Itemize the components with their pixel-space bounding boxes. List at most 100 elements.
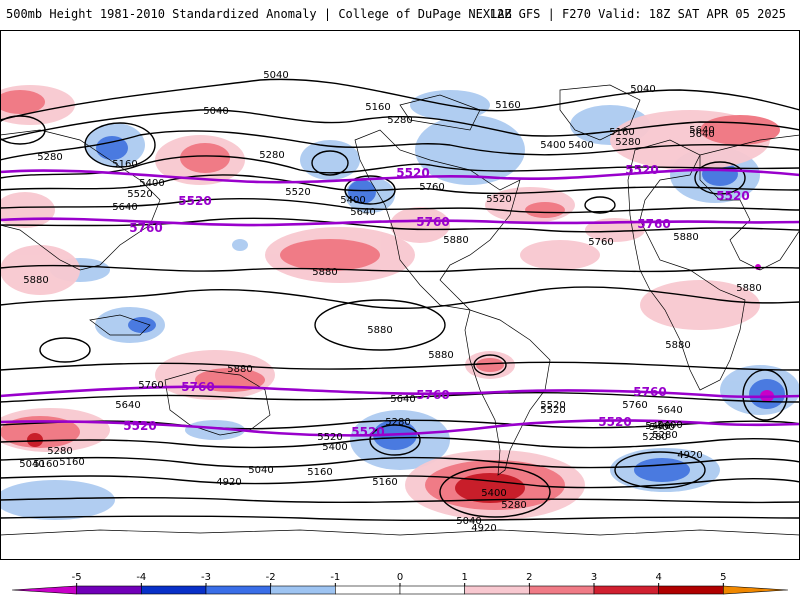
colorbar-bin [11, 585, 77, 595]
contour-label: 5160 [365, 102, 390, 113]
contour-label: 5640 [350, 207, 375, 218]
contour-label: 5640 [657, 405, 682, 416]
contour-label: 5280 [652, 430, 677, 441]
highlight-contours [0, 168, 800, 437]
contour-label: 5040 [19, 459, 44, 470]
contour-label: 5880 [673, 232, 698, 243]
colorbar-bin [593, 585, 659, 595]
contour-label: 5520 [317, 432, 342, 443]
contour-label: 5520 [285, 187, 310, 198]
contour-label-5520: 5520 [396, 166, 429, 180]
map-title: 500mb Height 1981-2010 Standardized Anom… [6, 7, 512, 21]
colorbar-tick-label: 5 [720, 572, 726, 583]
colorbar-bin [141, 585, 207, 595]
colorbar-tick-label: 2 [526, 572, 532, 583]
contour-label-5760: 5760 [416, 215, 449, 229]
contour-label-5520: 5520 [178, 194, 211, 208]
contour-label: 5280 [385, 417, 410, 428]
colorbar-bin [723, 585, 789, 595]
contour-label: 5880 [367, 325, 392, 336]
contour-label: 5160 [33, 459, 58, 470]
colorbar-bin [205, 585, 271, 595]
contour-label: 5160 [495, 100, 520, 111]
contour-label: 5880 [227, 364, 252, 375]
colorbar-tick-label: 0 [397, 572, 403, 583]
contour-label: 5280 [387, 115, 412, 126]
contour-label-5520: 5520 [625, 163, 658, 177]
contour-label: 4920 [216, 477, 241, 488]
contour-label: 5400 [340, 195, 365, 206]
colorbar-tick-label: -1 [330, 572, 340, 583]
contour-label: 5400 [657, 420, 682, 431]
contour-label: 5280 [501, 500, 526, 511]
colorbar-tick-label: -2 [266, 572, 276, 583]
height-labels: 5040 5040 5160 5280 5040 5160 5280 5400 … [19, 70, 761, 534]
colorbar-tick-label: 3 [591, 572, 597, 583]
contour-label: 5400 [540, 140, 565, 151]
colorbar-bin [399, 585, 465, 595]
contour-label: 5640 [689, 129, 714, 140]
contour-label: 5520 [486, 194, 511, 205]
contour-label-5520: 5520 [123, 419, 156, 433]
contour-label-5760: 5760 [129, 221, 162, 235]
weather-map: 5040 5040 5160 5280 5040 5160 5280 5400 … [0, 30, 800, 560]
contour-label: 5280 [615, 137, 640, 148]
model-run-info: 12Z GFS | F270 Valid: 18Z SAT APR 05 202… [489, 7, 786, 21]
colorbar-canvas: -5 -4 -3 -2 -1 0 1 2 3 4 5 [11, 572, 789, 595]
contour-label: 5160 [307, 467, 332, 478]
contour-label-5520: 5520 [716, 189, 749, 203]
colorbar-bin [529, 585, 595, 595]
colorbar-bin [270, 585, 336, 595]
contour-label: 5880 [443, 235, 468, 246]
contour-label: 5400 [481, 488, 506, 499]
contour-label: 5760 [588, 237, 613, 248]
colorbar-bin [464, 585, 530, 595]
colorbar-bin [76, 585, 142, 595]
contour-label: 5160 [372, 477, 397, 488]
contour-label: 5400 [568, 140, 593, 151]
colorbar-tick-label: -4 [136, 572, 146, 583]
contour-label-5760: 5760 [637, 217, 670, 231]
map-canvas: 5040 5040 5160 5280 5040 5160 5280 5400 … [0, 30, 800, 560]
colorbar-tick-label: -5 [72, 572, 82, 583]
colorbar-tick-label: -3 [201, 572, 211, 583]
contour-label: 5760 [138, 380, 163, 391]
contour-label: 5160 [609, 127, 634, 138]
contour-label: 5400 [139, 178, 164, 189]
contour-label: 5280 [47, 446, 72, 457]
contour-label: 5640 [390, 394, 415, 405]
colorbar-bin [658, 585, 724, 595]
contour-label: 5040 [203, 106, 228, 117]
colorbar-tick-label: 4 [655, 572, 661, 583]
contour-label: 5880 [23, 275, 48, 286]
contour-label: 5040 [630, 84, 655, 95]
contour-label: 5640 [112, 202, 137, 213]
contour-label: 5640 [115, 400, 140, 411]
contour-label: 5640 [689, 125, 714, 136]
coastlines [0, 84, 800, 536]
contour-label-5760: 5760 [181, 380, 214, 394]
contour-label: 5520 [540, 405, 565, 416]
contour-label: 5280 [37, 152, 62, 163]
contour-label: 5760 [622, 400, 647, 411]
colorbar-bin [335, 585, 401, 595]
contour-label: 5400 [649, 422, 674, 433]
contour-label-5760: 5760 [416, 388, 449, 402]
contour-label: 5160 [59, 457, 84, 468]
contour-label: 5400 [645, 421, 670, 432]
contour-label: 5280 [642, 432, 667, 443]
colorbar: -5 -4 -3 -2 -1 0 1 2 3 4 5 [0, 560, 800, 600]
contour-label: 5520 [127, 189, 152, 200]
height-contours [0, 78, 800, 522]
contour-label-5760: 5760 [633, 385, 666, 399]
contour-label-5520: 5520 [598, 415, 631, 429]
contour-label: 5880 [312, 267, 337, 278]
contour-label-5520: 5520 [351, 425, 384, 439]
highlight-labels: 5520 5520 5520 5520 5760 5760 5760 5760 … [123, 163, 749, 439]
contour-label: 5880 [736, 283, 761, 294]
colorbar-tick-label: 1 [461, 572, 467, 583]
contour-label: 4920 [677, 450, 702, 461]
extreme-positive-anomaly-shading [27, 433, 525, 503]
contour-label: 5400 [322, 442, 347, 453]
contour-label: 4920 [471, 523, 496, 534]
